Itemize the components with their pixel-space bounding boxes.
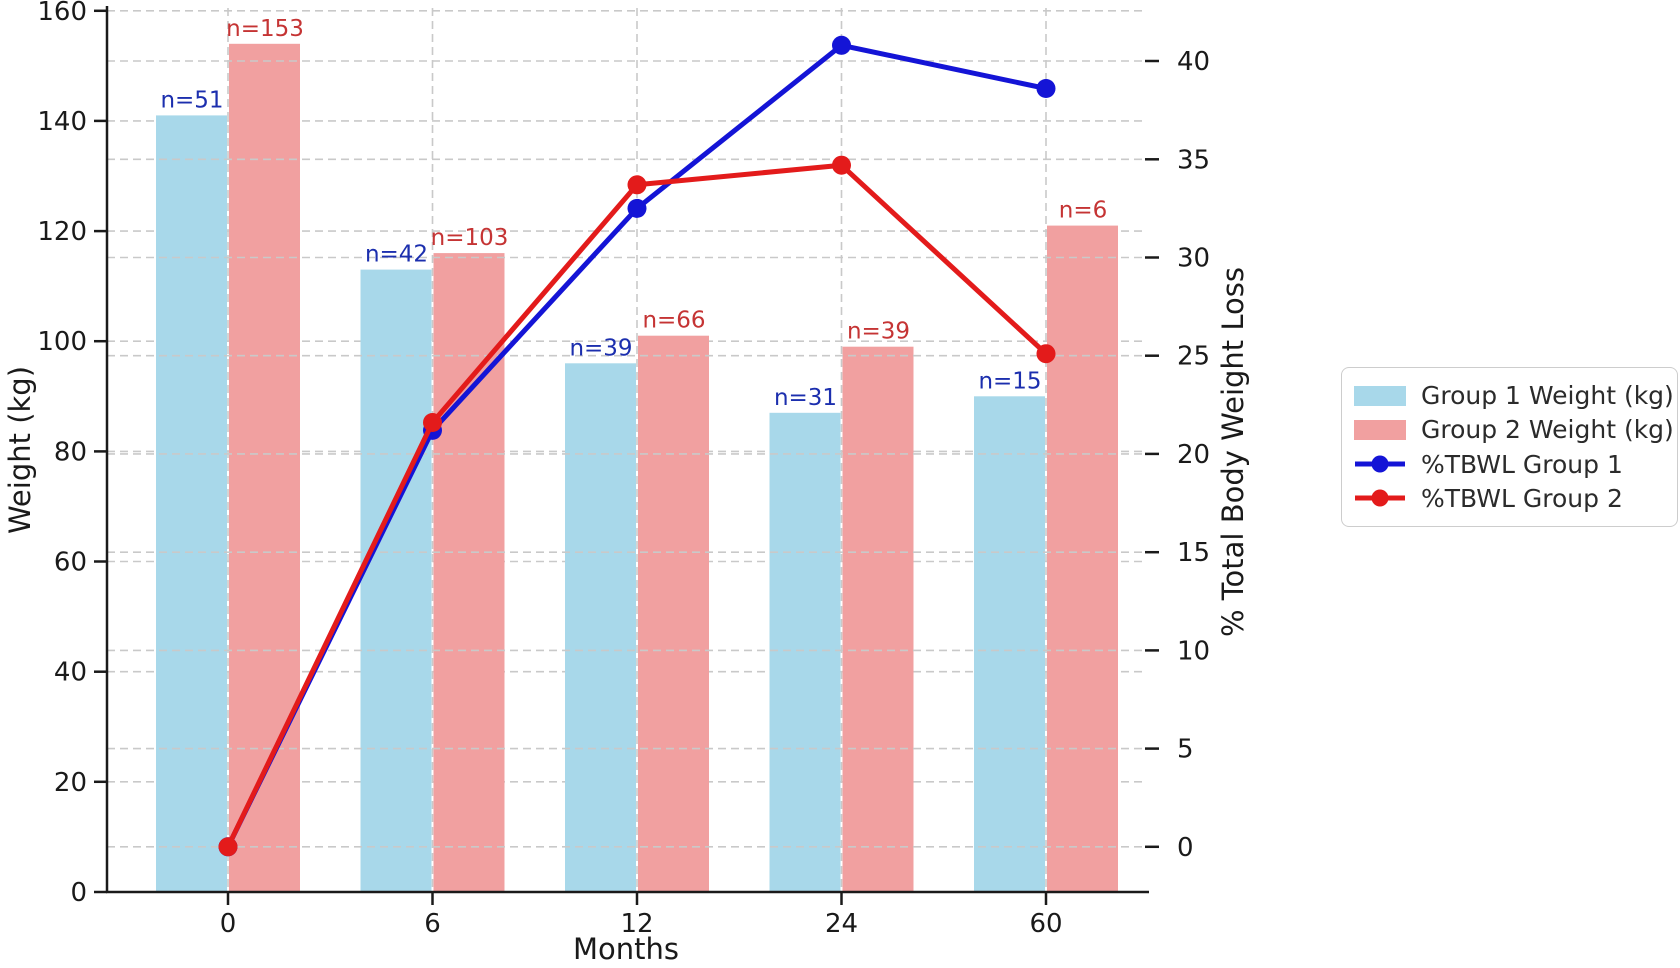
tick-label-right-35: 35	[1177, 145, 1210, 175]
tick-label-left-0: 0	[70, 878, 87, 908]
tbwl-marker-group2-m0	[218, 837, 238, 857]
tick-label-x-60: 60	[1029, 909, 1062, 939]
bar-count-label-group1-m0: n=51	[160, 87, 223, 113]
legend-line-swatch	[1354, 454, 1406, 474]
y-axis-right-title: % Total Body Weight Loss	[1216, 267, 1250, 637]
legend-line-swatch	[1354, 488, 1406, 508]
tick-label-right-25: 25	[1177, 342, 1210, 372]
legend: Group 1 Weight (kg) Group 2 Weight (kg) %T…	[1341, 367, 1678, 527]
legend-item-2: Group 2 Weight (kg)	[1354, 417, 1674, 442]
legend-item-1: Group 1 Weight (kg)	[1354, 383, 1674, 408]
bar-count-label-group2-m0: n=153	[226, 16, 304, 42]
tick-label-left-120: 120	[37, 217, 87, 247]
bar-group1-m0	[156, 115, 227, 891]
bar-group2-m24	[842, 346, 914, 891]
tick-label-x-6: 6	[424, 909, 441, 939]
bar-group1-m6	[360, 269, 432, 892]
tick-label-right-15: 15	[1177, 538, 1210, 568]
legend-item-3: %TBWL Group 1	[1354, 452, 1665, 477]
tbwl-marker-group2-m60	[1036, 344, 1056, 364]
tick-label-x-24: 24	[825, 909, 858, 939]
x-axis-title: Months	[573, 932, 679, 966]
legend-label: Group 2 Weight (kg)	[1421, 415, 1674, 445]
tick-label-left-40: 40	[54, 658, 87, 688]
legend-bar-swatch	[1354, 419, 1406, 440]
legend-label: %TBWL Group 1	[1421, 449, 1623, 479]
tick-label-right-30: 30	[1177, 244, 1210, 274]
tick-label-right-5: 5	[1177, 735, 1194, 765]
bar-group1-m12	[565, 363, 636, 891]
legend-label: %TBWL Group 2	[1421, 483, 1623, 513]
tbwl-marker-group2-m12	[627, 175, 647, 195]
tbwl-marker-group2-m24	[832, 155, 851, 175]
bar-count-label-group1-m12: n=39	[569, 335, 632, 361]
bar-group2-m6	[433, 253, 505, 892]
bar-count-label-group2-m60: n=6	[1059, 198, 1107, 224]
tbwl-marker-group1-m12	[627, 198, 647, 218]
y-axis-left-title: Weight (kg)	[3, 366, 37, 534]
tick-label-x-12: 12	[620, 909, 653, 939]
tick-label-left-60: 60	[54, 548, 87, 578]
tbwl-marker-group1-m24	[832, 35, 851, 55]
tick-label-right-40: 40	[1177, 47, 1210, 77]
bar-group2-m12	[638, 335, 709, 891]
tick-label-x-0: 0	[220, 909, 237, 939]
bar-group2-m0	[229, 43, 300, 892]
bar-count-label-group1-m24: n=31	[774, 385, 837, 411]
legend-item-4: %TBWL Group 2	[1354, 486, 1665, 511]
tick-label-left-140: 140	[37, 107, 87, 137]
tbwl-marker-group1-m60	[1036, 79, 1056, 98]
tick-label-left-100: 100	[37, 327, 87, 357]
legend-label: Group 1 Weight (kg)	[1421, 381, 1674, 411]
tbwl-marker-group2-m6	[423, 413, 442, 432]
bar-count-label-group2-m12: n=66	[642, 308, 705, 334]
tick-label-left-20: 20	[54, 768, 87, 798]
bar-group2-m60	[1047, 225, 1118, 892]
tick-label-right-20: 20	[1177, 440, 1210, 470]
tick-label-right-10: 10	[1177, 636, 1210, 666]
bar-group1-m60	[974, 396, 1045, 891]
bar-count-label-group2-m6: n=103	[431, 225, 509, 251]
bar-count-label-group2-m24: n=39	[847, 319, 910, 345]
tick-label-left-80: 80	[54, 437, 87, 467]
tick-label-left-160: 160	[37, 0, 87, 27]
bar-count-label-group1-m60: n=15	[978, 368, 1041, 394]
tick-label-right-0: 0	[1177, 833, 1194, 863]
bar-count-label-group1-m6: n=42	[365, 242, 428, 268]
bar-group1-m24	[769, 412, 841, 891]
legend-bar-swatch	[1354, 385, 1406, 406]
